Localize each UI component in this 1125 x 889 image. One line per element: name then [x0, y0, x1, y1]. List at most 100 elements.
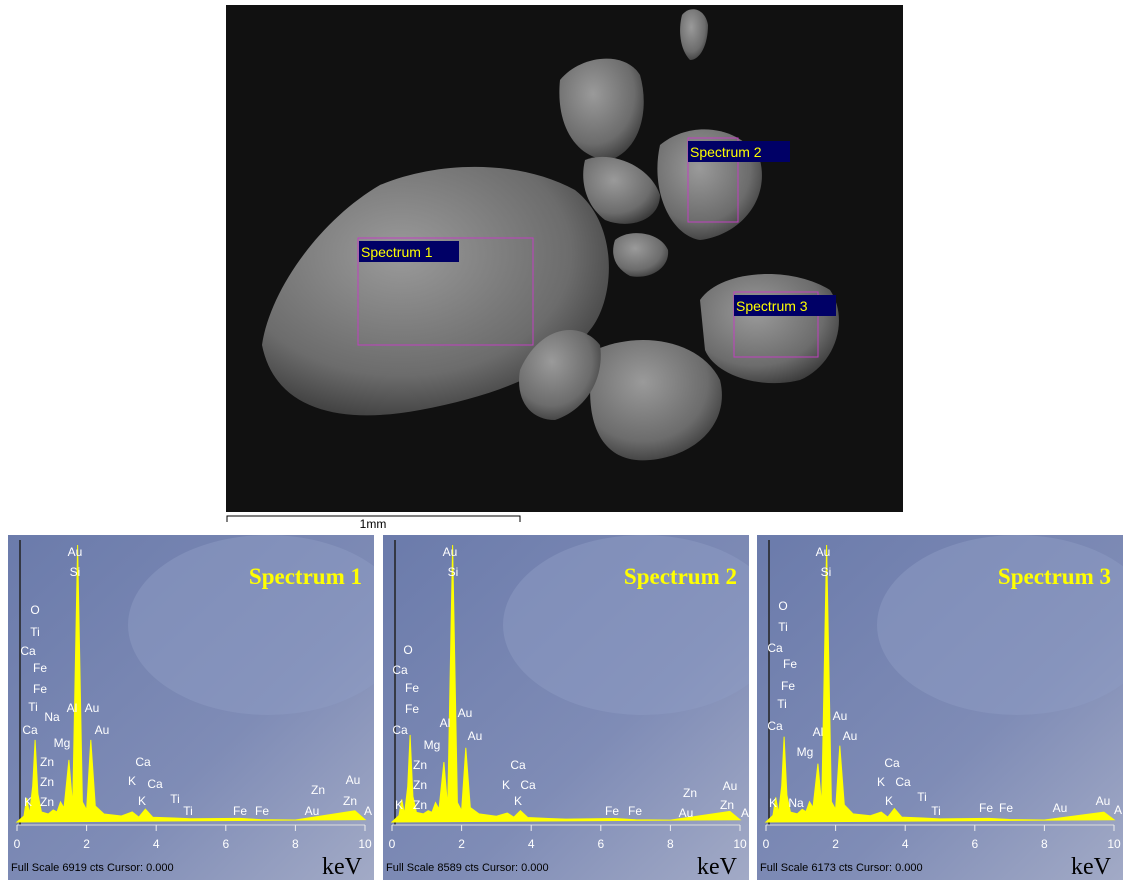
- element-label: Au: [723, 779, 738, 793]
- x-tick-label: 6: [971, 837, 978, 851]
- particle: [559, 58, 644, 160]
- x-tick-label: 8: [667, 837, 674, 851]
- element-label: Fe: [628, 804, 642, 818]
- label-box: [359, 241, 459, 262]
- element-label: Mg: [424, 738, 441, 752]
- element-label: A: [1114, 803, 1122, 817]
- spectrum-panel: 0 2 4 6 8 10 Spectrum 2 Full Scale 8589 cts Cur…: [383, 535, 749, 880]
- spectrum: [15, 544, 367, 823]
- x-tick-label: 4: [153, 837, 160, 851]
- footer: Full Scale 6173 cts Cursor: 0.000: [760, 862, 923, 874]
- element-label: Ca: [20, 644, 36, 658]
- region-box: [733, 291, 819, 358]
- element-label: Ca: [510, 758, 526, 772]
- element-label: Zn: [413, 798, 427, 812]
- element-label: K: [24, 795, 32, 809]
- element-label: Fe: [33, 661, 47, 675]
- spectrum-panel: 0 2 4 6 8 10 Spectrum 3 Full Scale 6173 cts Cur…: [757, 535, 1123, 880]
- element-label: Fe: [781, 679, 795, 693]
- panel-title: Spectrum 1: [249, 564, 362, 589]
- element-label: Ti: [931, 804, 941, 818]
- element-label: Ca: [392, 663, 408, 677]
- element-label: K: [514, 794, 522, 808]
- x-tick-label: 10: [733, 837, 747, 851]
- element-label: Ca: [884, 756, 900, 770]
- element-label: Ti: [170, 792, 180, 806]
- element-label: Zn: [683, 786, 697, 800]
- element-label: Ca: [135, 755, 151, 769]
- x-tick-label: 2: [458, 837, 465, 851]
- region-box: [687, 137, 739, 223]
- element-label: Si: [70, 565, 81, 579]
- element-label: Zn: [40, 755, 54, 769]
- element-label: Na: [44, 710, 60, 724]
- background-glow: [877, 535, 1123, 715]
- element-label: Al: [440, 716, 451, 730]
- x-tick-label: 0: [763, 837, 770, 851]
- element-label: Zn: [413, 758, 427, 772]
- element-label: Au: [833, 709, 848, 723]
- x-tick-label: 0: [389, 837, 396, 851]
- x-tick-label: 6: [222, 837, 229, 851]
- x-tick-label: 4: [902, 837, 909, 851]
- element-label: K: [128, 774, 136, 788]
- footer: Full Scale 8589 cts Cursor: 0.000: [386, 862, 549, 874]
- element-label: Si: [821, 565, 832, 579]
- element-label: Zn: [40, 795, 54, 809]
- element-label: Ti: [778, 620, 788, 634]
- element-label: Fe: [33, 682, 47, 696]
- spectrum: [390, 544, 742, 823]
- element-label: Ti: [30, 625, 40, 639]
- label-box: [734, 295, 836, 316]
- region-label: Spectrum 2: [690, 144, 762, 160]
- x-tick-label: 2: [832, 837, 839, 851]
- element-label: Al: [813, 725, 824, 739]
- particle: [613, 233, 669, 277]
- particle: [262, 166, 609, 416]
- element-label: Fe: [405, 702, 419, 716]
- element-label: K: [138, 794, 146, 808]
- element-label: Au: [346, 773, 361, 787]
- spectrum: [764, 544, 1116, 823]
- element-label: Ti: [183, 804, 193, 818]
- region-box: [357, 237, 534, 346]
- element-label: Ca: [767, 641, 783, 655]
- element-label: Zn: [311, 783, 325, 797]
- element-label: Fe: [999, 801, 1013, 815]
- element-label: Zn: [413, 778, 427, 792]
- spectrum-panel: 0 2 4 6 8 10 Spectrum 1 Full Scale 6919 cts Cur…: [8, 535, 374, 880]
- x-tick-label: 10: [1107, 837, 1121, 851]
- element-label: Au: [85, 701, 100, 715]
- scale-bar: [226, 515, 521, 522]
- x-axis-label: keV: [1071, 854, 1112, 880]
- element-label: Na: [788, 796, 804, 810]
- element-label: Au: [679, 806, 694, 820]
- element-label: Au: [305, 804, 320, 818]
- x-tick-label: 8: [292, 837, 299, 851]
- sem-image: Spectrum 1 Spectrum 2 Spectrum 3: [226, 5, 903, 512]
- element-label: Ti: [28, 700, 38, 714]
- background-glow: [503, 535, 749, 715]
- element-label: Ca: [767, 719, 783, 733]
- element-label: Ca: [147, 777, 163, 791]
- element-label: Fe: [233, 804, 247, 818]
- element-label: Fe: [255, 804, 269, 818]
- x-axis-label: keV: [697, 854, 738, 880]
- label-box: [688, 141, 790, 162]
- element-label: Fe: [605, 804, 619, 818]
- element-label: Si: [448, 565, 459, 579]
- element-label: Au: [1053, 801, 1068, 815]
- element-label: Zn: [40, 775, 54, 789]
- x-tick-label: 8: [1041, 837, 1048, 851]
- element-label: Au: [95, 723, 110, 737]
- element-label: Fe: [405, 681, 419, 695]
- element-label: K: [877, 775, 885, 789]
- footer: Full Scale 6919 cts Cursor: 0.000: [11, 862, 174, 874]
- element-label: K: [769, 796, 777, 810]
- background-glow: [128, 535, 374, 715]
- element-label: A: [741, 806, 749, 820]
- element-label: O: [30, 603, 39, 617]
- element-label: Zn: [343, 794, 357, 808]
- particle: [680, 9, 708, 61]
